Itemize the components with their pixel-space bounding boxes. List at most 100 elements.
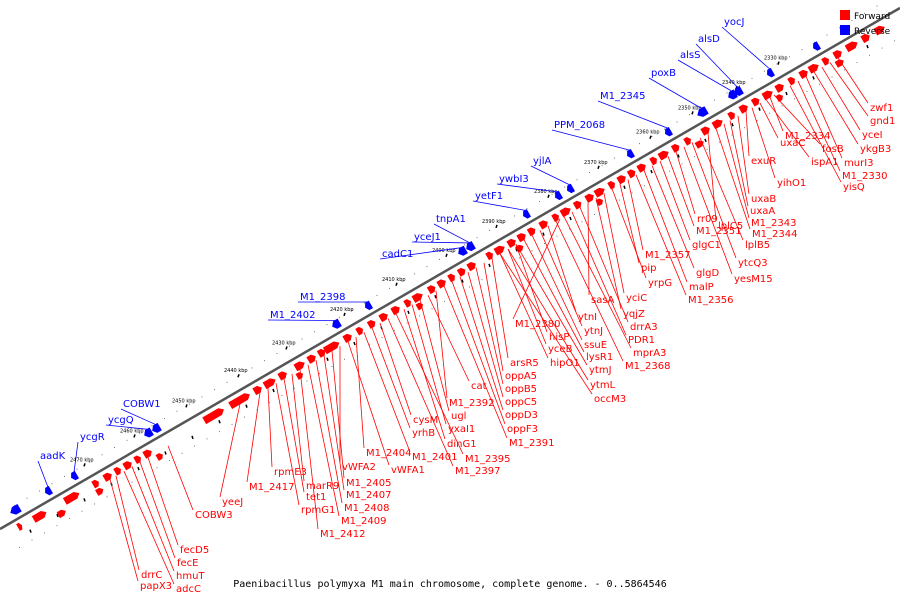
gene-label[interactable]: sasA xyxy=(591,295,615,306)
forward-gene-glyph[interactable] xyxy=(142,448,153,459)
forward-gene-glyph[interactable] xyxy=(102,471,113,482)
gene-label[interactable]: M1_2407 xyxy=(346,490,391,501)
forward-gene-glyph[interactable] xyxy=(262,377,277,390)
gene-label[interactable]: occM3 xyxy=(594,394,626,405)
forward-gene-glyph[interactable] xyxy=(649,156,659,166)
reverse-gene-glyph[interactable] xyxy=(69,470,80,481)
forward-gene-glyph[interactable] xyxy=(202,407,226,425)
gene-label[interactable]: yrhB xyxy=(412,428,435,439)
gene-label[interactable]: arsR5 xyxy=(510,358,539,369)
forward-gene-glyph[interactable] xyxy=(447,273,457,283)
gene-label[interactable]: M1_2343 xyxy=(751,218,796,229)
gene-label[interactable]: ytmJ xyxy=(589,365,612,376)
gene-label[interactable]: ytmL xyxy=(590,380,616,391)
gene-label[interactable]: M1_2351 xyxy=(696,226,741,237)
gene-label[interactable]: oppF3 xyxy=(507,424,538,435)
reverse-gene-glyph[interactable] xyxy=(9,503,22,516)
gene-label[interactable]: pip xyxy=(641,263,656,274)
gene-label[interactable]: hmuT xyxy=(176,571,205,582)
gene-label[interactable]: marR9 xyxy=(306,481,339,492)
forward-gene-glyph[interactable] xyxy=(466,261,477,272)
forward-gene-glyph[interactable] xyxy=(295,371,304,380)
gene-label[interactable]: hipO1 xyxy=(550,358,580,369)
gene-label[interactable]: drrC xyxy=(141,570,162,581)
gene-label[interactable]: M1_2402 xyxy=(270,310,315,321)
gene-label[interactable]: M1_2417 xyxy=(249,482,294,493)
gene-label[interactable]: M1_2344 xyxy=(752,229,797,240)
forward-gene-glyph[interactable] xyxy=(807,62,820,74)
gene-label[interactable]: oppC5 xyxy=(505,397,537,408)
forward-gene-glyph[interactable] xyxy=(252,385,263,396)
gene-label[interactable]: oppA5 xyxy=(505,371,537,382)
gene-label[interactable]: poxB xyxy=(651,68,676,79)
reverse-gene-glyph[interactable] xyxy=(811,41,822,52)
forward-gene-glyph[interactable] xyxy=(860,33,871,44)
gene-label[interactable]: M1_2401 xyxy=(412,452,457,463)
forward-gene-glyph[interactable] xyxy=(775,93,784,102)
forward-gene-glyph[interactable] xyxy=(616,174,627,185)
gene-label[interactable]: yisQ xyxy=(843,182,865,193)
gene-label[interactable]: yeeJ xyxy=(222,497,243,508)
reverse-gene-glyph[interactable] xyxy=(625,148,636,159)
forward-gene-glyph[interactable] xyxy=(683,136,693,146)
gene-label[interactable]: exuR xyxy=(751,156,776,167)
gene-label[interactable]: ycgQ xyxy=(108,415,134,426)
gene-label[interactable]: uxaC xyxy=(780,138,805,149)
reverse-gene-glyph[interactable] xyxy=(43,485,54,496)
reverse-gene-glyph[interactable] xyxy=(733,85,744,97)
forward-gene-glyph[interactable] xyxy=(711,118,724,130)
gene-label[interactable]: yocJ xyxy=(724,17,744,28)
gene-label[interactable]: M1_2368 xyxy=(625,361,670,372)
gene-label[interactable]: M1_2404 xyxy=(366,448,411,459)
forward-gene-glyph[interactable] xyxy=(821,56,831,66)
gene-label[interactable]: PDR1 xyxy=(628,335,655,346)
gene-label[interactable]: tet1 xyxy=(306,492,326,503)
forward-gene-glyph[interactable] xyxy=(316,348,327,358)
gene-label[interactable]: vWFA1 xyxy=(391,465,425,476)
forward-gene-glyph[interactable] xyxy=(738,103,749,114)
gene-label[interactable]: uxaA xyxy=(750,206,775,217)
gene-label[interactable]: murI3 xyxy=(844,158,874,169)
forward-gene-glyph[interactable] xyxy=(31,509,48,523)
gene-label[interactable]: yrpG xyxy=(648,278,672,289)
forward-gene-glyph[interactable] xyxy=(844,40,859,53)
reverse-gene-glyph[interactable] xyxy=(663,126,674,137)
gene-label[interactable]: PPM_2068 xyxy=(554,120,605,131)
forward-gene-glyph[interactable] xyxy=(95,487,104,496)
forward-gene-glyph[interactable] xyxy=(411,291,424,303)
gene-label[interactable]: M1_2398 xyxy=(300,292,345,303)
gene-label[interactable]: malP xyxy=(689,282,714,293)
gene-label[interactable]: yciC xyxy=(626,293,647,304)
reverse-gene-glyph[interactable] xyxy=(521,209,532,220)
forward-gene-glyph[interactable] xyxy=(390,305,401,316)
forward-gene-glyph[interactable] xyxy=(293,360,306,372)
gene-label[interactable]: rpmG1 xyxy=(301,505,335,516)
gene-label[interactable]: ywbI3 xyxy=(499,174,529,185)
gene-label[interactable]: alsS xyxy=(680,50,700,61)
forward-gene-glyph[interactable] xyxy=(787,76,797,86)
forward-gene-glyph[interactable] xyxy=(62,490,80,505)
gene-label[interactable]: yqjZ xyxy=(623,309,645,320)
forward-gene-glyph[interactable] xyxy=(834,58,845,68)
gene-label[interactable]: ycgR xyxy=(80,432,105,443)
gene-label[interactable]: adcC xyxy=(176,584,201,595)
gene-label[interactable]: M1_2345 xyxy=(600,91,645,102)
gene-label[interactable]: M1_2334 xyxy=(785,131,830,142)
gene-label[interactable]: ykgB3 xyxy=(860,144,891,155)
gene-label[interactable]: COBW3 xyxy=(195,510,233,521)
forward-gene-glyph[interactable] xyxy=(516,232,527,243)
gene-label[interactable]: yxaI1 xyxy=(448,424,475,435)
gene-label[interactable]: M1_2412 xyxy=(320,529,365,540)
forward-gene-glyph[interactable] xyxy=(155,452,164,461)
gene-label[interactable]: hisP xyxy=(549,332,569,343)
forward-gene-glyph[interactable] xyxy=(832,49,843,60)
forward-gene-glyph[interactable] xyxy=(366,319,377,329)
gene-label[interactable]: M1_2395 xyxy=(465,454,510,465)
forward-gene-glyph[interactable] xyxy=(228,392,252,410)
forward-gene-glyph[interactable] xyxy=(133,455,143,465)
reverse-gene-glyph[interactable] xyxy=(331,318,342,330)
gene-label[interactable]: mprA3 xyxy=(633,348,666,359)
gene-label[interactable]: ytnJ xyxy=(584,326,603,337)
forward-gene-glyph[interactable] xyxy=(526,226,537,237)
gene-label[interactable]: drrA3 xyxy=(630,322,658,333)
